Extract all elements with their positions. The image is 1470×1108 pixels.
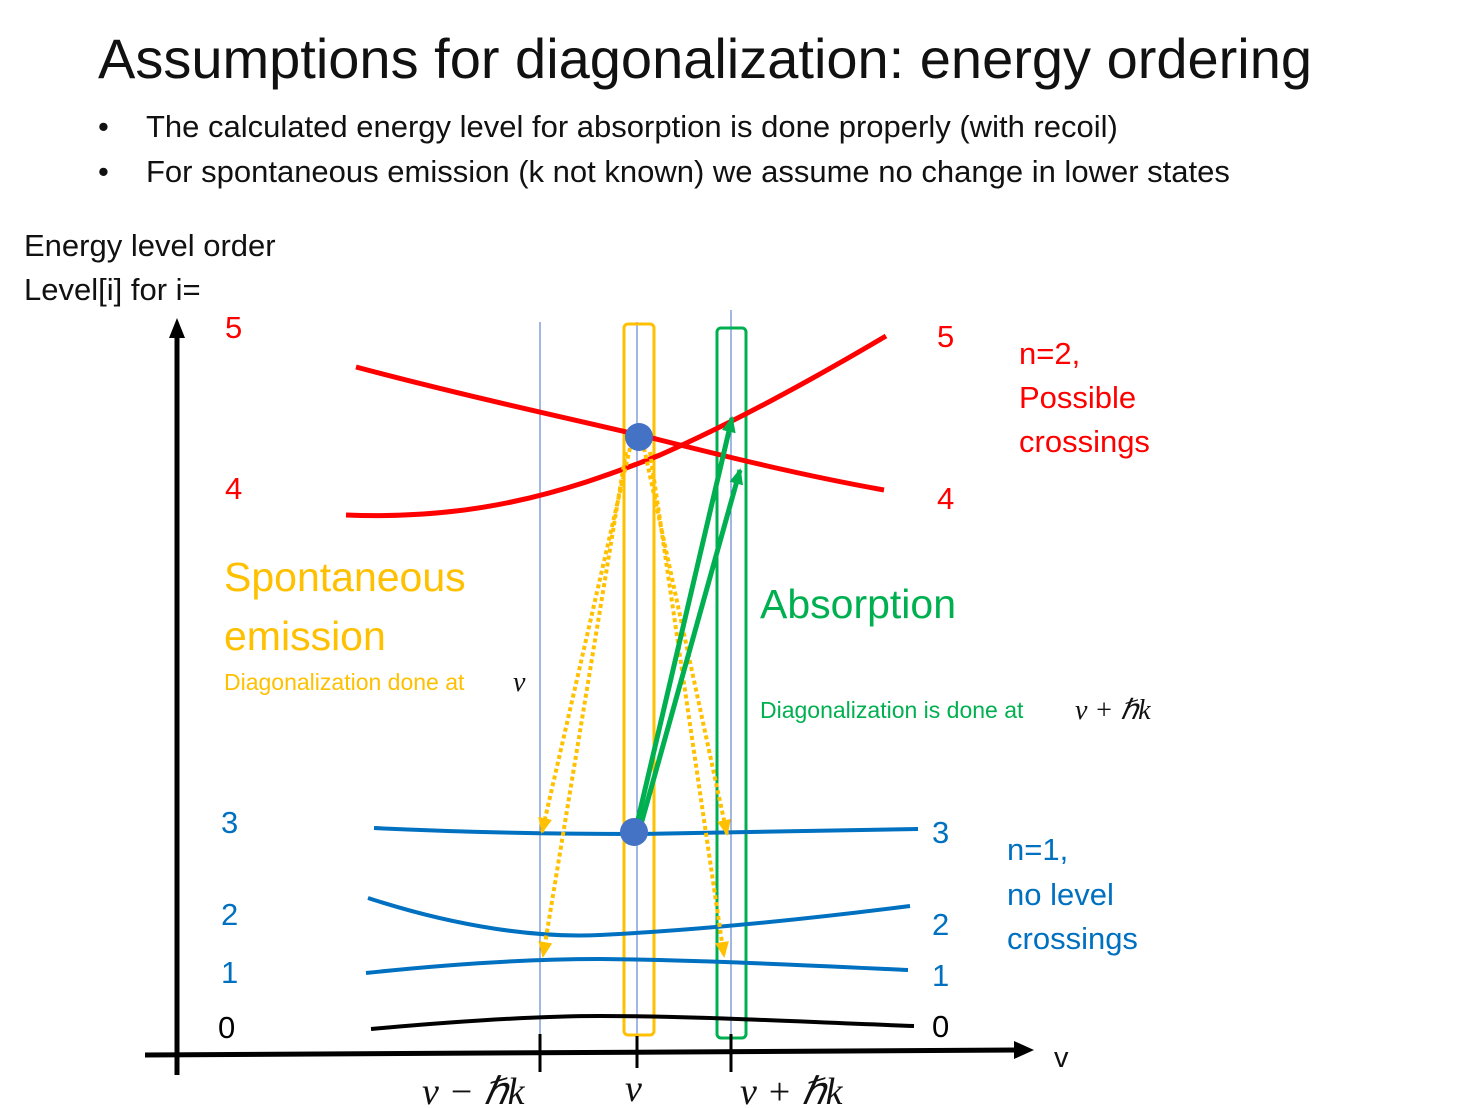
n1-label-line: n=1,	[1007, 832, 1068, 867]
spontaneous-label: Spontaneous emission Diagonalization don…	[224, 554, 526, 698]
level-curve-1	[365, 956, 909, 975]
n2-label-line: n=2,	[1019, 336, 1080, 371]
level-labels-left: 5 4 3 2 1 0	[218, 310, 242, 1045]
x-tick-label: v − ℏk	[422, 1071, 526, 1108]
bullet-item: • The calculated energy level for absorpt…	[98, 109, 1118, 144]
atom-upper	[625, 423, 653, 451]
bullet-list: • The calculated energy level for absorpt…	[98, 104, 1230, 194]
n2-label: n=2, Possible crossings	[1019, 336, 1150, 459]
bullet-item: • For spontaneous emission (k not known) …	[98, 154, 1230, 189]
level-label: 4	[937, 481, 954, 516]
x-axis-label: v	[1054, 1042, 1069, 1074]
n1-label-line: crossings	[1007, 921, 1138, 956]
absorption-note: Diagonalization is done at	[760, 697, 1024, 723]
n1-label: n=1, no level crossings	[1007, 832, 1138, 956]
level-label: 2	[221, 897, 238, 932]
spontaneous-arrow	[642, 447, 731, 836]
level-label: 2	[932, 907, 949, 942]
slide-title: Assumptions for diagonalization: energy …	[98, 27, 1313, 90]
x-axis-arrow	[1014, 1041, 1034, 1059]
atom-lower	[620, 818, 648, 846]
level-label: 3	[932, 815, 949, 850]
n1-label-line: no level	[1007, 877, 1114, 912]
bullet-text: For spontaneous emission (k not known) w…	[146, 154, 1230, 189]
spontaneous-arrow	[648, 451, 729, 958]
absorption-arrow	[637, 468, 743, 829]
absorption-arrows	[633, 416, 743, 829]
n2-label-line: crossings	[1019, 424, 1150, 459]
level-labels-right: 5 4 3 2 1 0	[932, 319, 954, 1044]
level-label: 5	[225, 310, 242, 345]
y-axis-label-line: Energy level order	[24, 228, 276, 263]
y-axis-label-line: Level[i] for i=	[24, 272, 201, 307]
y-axis-label: Energy level order Level[i] for i=	[24, 224, 276, 312]
spontaneous-arrow	[538, 451, 628, 958]
x-tick-labels: v − ℏk v v + ℏk	[422, 1068, 844, 1108]
level-label: 3	[221, 805, 238, 840]
spontaneous-box	[622, 322, 656, 1037]
x-tick-label: v + ℏk	[740, 1071, 844, 1108]
n2-label-line: Possible	[1019, 380, 1136, 415]
x-tick-label: v	[625, 1068, 642, 1108]
bullet-text: The calculated energy level for absorpti…	[146, 109, 1118, 144]
spontaneous-note-math: v	[513, 667, 526, 698]
absorption-label: Absorption Diagonalization is done at v …	[760, 581, 1151, 726]
level-label: 0	[932, 1009, 949, 1044]
y-axis-arrow	[169, 318, 185, 338]
absorption-title: Absorption	[760, 581, 956, 627]
level-label: 4	[225, 471, 242, 506]
spontaneous-title-line: emission	[224, 613, 386, 659]
level-curve-5-red	[355, 364, 885, 493]
absorption-arrow	[633, 416, 736, 829]
spontaneous-arrow	[538, 447, 632, 834]
spontaneous-arrows	[538, 447, 731, 958]
level-curve-2	[367, 896, 911, 938]
spontaneous-title-line: Spontaneous	[224, 554, 466, 600]
level-label: 0	[218, 1010, 235, 1045]
spontaneous-note: Diagonalization done at	[224, 669, 465, 695]
level-curve-0	[370, 1013, 915, 1031]
level-label: 1	[932, 958, 949, 993]
level-label: 1	[221, 955, 238, 990]
absorption-note-math: v + ℏk	[1075, 695, 1151, 726]
level-label: 5	[937, 319, 954, 354]
x-axis	[144, 1047, 1019, 1058]
level-curve-4-red	[345, 333, 888, 519]
